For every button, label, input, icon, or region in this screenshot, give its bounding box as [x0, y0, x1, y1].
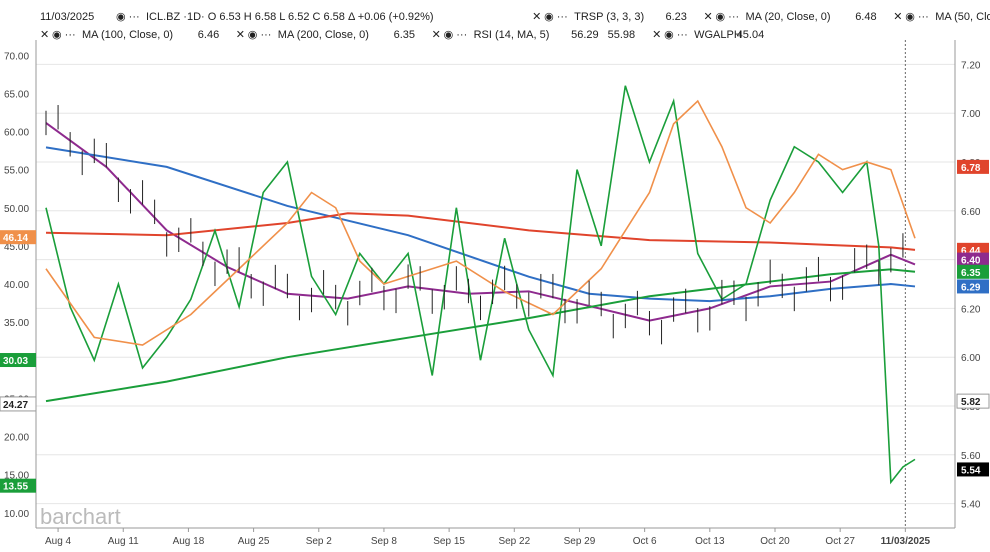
rsi-tick-label: 65.00	[4, 89, 29, 100]
x-tick-label: Oct 27	[825, 536, 855, 547]
left-value-badge-label: 46.14	[3, 233, 28, 244]
left-value-badge	[0, 353, 36, 368]
value-badges: 6.78 6.446.406.35 6.29 5.82 5.54 46.14 30.03 24…	[0, 159, 990, 493]
right-value-badge-label: 6.29	[961, 282, 981, 293]
series-layer	[45, 85, 916, 485]
left-value-badge-label: 24.27	[3, 400, 28, 411]
eye-icon: ◉ ···	[116, 11, 140, 23]
price-tick-label: 5.40	[961, 500, 981, 511]
right-value-badge-label: 6.35	[961, 268, 981, 279]
header-date: 11/03/2025	[40, 11, 94, 23]
x-tick-label: Sep 2	[306, 536, 333, 547]
series-line-2	[45, 212, 916, 251]
right-value-badge	[957, 159, 989, 174]
x-tick-label: Sep 22	[498, 536, 530, 547]
legend-label: WGALPH	[694, 29, 742, 41]
right-value-badge	[957, 462, 989, 477]
right-value-badge	[957, 264, 989, 279]
legend-value: 6.35	[394, 29, 415, 41]
legend-value: 45.04	[737, 29, 765, 41]
series-line-0	[45, 122, 916, 322]
left-value-badge	[0, 478, 36, 493]
legend-label: MA (100, Close, 0)	[82, 29, 173, 41]
x-tick-label: Aug 25	[238, 536, 270, 547]
x-tick-label: Oct 20	[760, 536, 790, 547]
right-value-badge-label: 6.78	[961, 163, 981, 174]
left-value-badge-label: 30.03	[3, 356, 28, 367]
x-tick-label: Oct 6	[633, 536, 657, 547]
series-line-4	[45, 85, 916, 485]
legend-label: ICL.BZ ·1D· O 6.53 H 6.58 L 6.52 C 6.58 …	[146, 11, 434, 23]
legend-header[interactable]: 11/03/2025 ◉ ··· ICL.BZ ·1D· O 6.53 H 6.58…	[40, 11, 990, 41]
eye-icon: ◉ ···	[52, 29, 76, 41]
eye-icon: ◉ ···	[716, 11, 740, 23]
eye-icon: ◉ ···	[444, 29, 468, 41]
close-icon: ✕	[40, 29, 49, 41]
price-tick-label: 7.20	[961, 60, 981, 71]
x-tick-label: Aug 11	[108, 536, 139, 547]
x-tick-label: Aug 4	[45, 536, 72, 547]
rsi-tick-label: 50.00	[4, 204, 29, 215]
price-tick-label: 6.60	[961, 207, 981, 218]
rsi-tick-label: 55.00	[4, 166, 29, 177]
price-tick-label: 7.00	[961, 109, 981, 120]
close-icon: ✕	[236, 29, 245, 41]
x-tick-label: Aug 18	[173, 536, 205, 547]
close-icon: ✕	[532, 11, 541, 23]
rsi-tick-label: 60.00	[4, 128, 29, 139]
series-line-1	[45, 146, 916, 303]
x-tick-label: Sep 29	[564, 536, 596, 547]
left-value-badge-label: 13.55	[3, 482, 28, 493]
x-tick-label: Sep 15	[433, 536, 465, 547]
x-tick-label: Oct 13	[695, 536, 725, 547]
close-icon: ✕	[893, 11, 902, 23]
price-tick-label: 5.60	[961, 451, 981, 462]
legend-label: RSI (14, MA, 5)	[474, 29, 550, 41]
legend-label: MA (20, Close, 0)	[746, 11, 831, 23]
price-tick-label: 6.20	[961, 304, 981, 315]
grid	[36, 40, 955, 528]
series-line-5	[45, 99, 916, 346]
left-value-badge	[0, 396, 37, 412]
legend-value-secondary: 55.98	[608, 29, 636, 41]
right-value-badge	[957, 252, 989, 267]
close-icon: ✕	[704, 11, 713, 23]
rsi-tick-label: 20.00	[4, 433, 29, 444]
close-icon: ✕	[432, 29, 441, 41]
legend-label: MA (50, Close, 0)	[935, 11, 990, 23]
right-value-badge-label: 6.44	[961, 246, 981, 257]
price-tick-label: 6.00	[961, 353, 981, 364]
rsi-tick-label: 45.00	[4, 242, 29, 253]
x-tick-label: Sep 8	[371, 536, 398, 547]
rsi-tick-label: 70.00	[4, 51, 29, 62]
legend-value: 6.48	[855, 11, 876, 23]
eye-icon: ◉ ···	[248, 29, 272, 41]
rsi-tick-label: 35.00	[4, 318, 29, 329]
legend-value: 6.23	[666, 11, 687, 23]
left-value-badge	[0, 230, 36, 245]
watermark-text: barchart	[40, 504, 121, 529]
rsi-tick-label: 10.00	[4, 509, 29, 520]
right-value-badge-label: 5.82	[961, 397, 981, 408]
series-line-3	[45, 268, 916, 403]
legend-label: MA (200, Close, 0)	[278, 29, 369, 41]
x-tick-label: 11/03/2025	[881, 536, 931, 547]
right-value-badge-label: 6.40	[961, 256, 981, 267]
legend-label: TRSP (3, 3, 3)	[574, 11, 644, 23]
close-icon: ✕	[652, 29, 661, 41]
legend-value: 6.46	[198, 29, 219, 41]
eye-icon: ◉ ···	[905, 11, 929, 23]
legend-value: 56.29	[571, 29, 599, 41]
price-bars	[45, 105, 904, 345]
eye-icon: ◉ ···	[544, 11, 568, 23]
rsi-tick-label: 40.00	[4, 280, 29, 291]
eye-icon: ◉ ···	[664, 29, 688, 41]
right-value-badge	[957, 279, 989, 294]
right-value-badge-label: 5.54	[961, 465, 981, 476]
right-value-badge	[956, 393, 990, 409]
rsi-tick-label: 15.00	[4, 471, 29, 482]
